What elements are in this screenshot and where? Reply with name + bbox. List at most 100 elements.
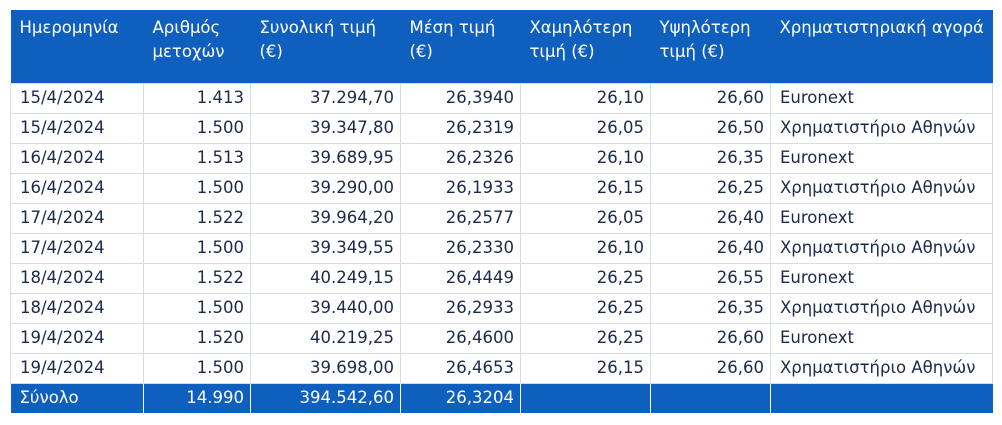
table-row: 18/4/2024 1.500 39.440,00 26,2933 26,25 26,35… <box>10 292 993 324</box>
cell-share-count: 1.522 <box>143 262 251 294</box>
table-row: 16/4/2024 1.513 39.689,95 26,2326 26,10 26,35… <box>10 142 993 174</box>
total-highest-price <box>650 383 771 413</box>
cell-highest-price: 26,55 <box>650 262 771 294</box>
header-lowest-price: Χαμηλότερη τιμή (€) <box>520 10 651 83</box>
cell-date: 15/4/2024 <box>10 112 144 144</box>
table-row: 17/4/2024 1.500 39.349,55 26,2330 26,10 26,40… <box>10 232 993 264</box>
cell-highest-price: 26,40 <box>650 202 771 234</box>
cell-highest-price: 26,25 <box>650 172 771 204</box>
cell-stock-market: Euronext <box>770 202 993 234</box>
cell-lowest-price: 26,10 <box>520 82 651 114</box>
cell-average-price: 26,1933 <box>400 172 521 204</box>
cell-date: 15/4/2024 <box>10 82 144 114</box>
cell-average-price: 26,2933 <box>400 292 521 324</box>
cell-stock-market: Euronext <box>770 82 993 114</box>
table-row: 15/4/2024 1.500 39.347,80 26,2319 26,05 26,50… <box>10 112 993 144</box>
cell-highest-price: 26,60 <box>650 322 771 354</box>
total-average-price: 26,3204 <box>400 383 521 413</box>
cell-total-price: 39.440,00 <box>250 292 401 324</box>
share-trades-table: Ημερομηνία Αριθμός μετοχών Συνολική τιμή… <box>10 10 993 413</box>
table-row: 19/4/2024 1.500 39.698,00 26,4653 26,15 26,60… <box>10 352 993 384</box>
cell-average-price: 26,4600 <box>400 322 521 354</box>
cell-average-price: 26,2577 <box>400 202 521 234</box>
header-highest-price: Υψηλότερη τιμή (€) <box>650 10 771 83</box>
cell-stock-market: Χρηματιστήριο Αθηνών <box>770 232 993 264</box>
cell-date: 16/4/2024 <box>10 142 144 174</box>
cell-lowest-price: 26,10 <box>520 232 651 264</box>
cell-average-price: 26,4449 <box>400 262 521 294</box>
cell-date: 18/4/2024 <box>10 262 144 294</box>
cell-average-price: 26,4653 <box>400 352 521 384</box>
cell-stock-market: Χρηματιστήριο Αθηνών <box>770 292 993 324</box>
header-row: Ημερομηνία Αριθμός μετοχών Συνολική τιμή… <box>10 10 993 83</box>
cell-lowest-price: 26,15 <box>520 172 651 204</box>
cell-stock-market: Euronext <box>770 322 993 354</box>
cell-total-price: 39.698,00 <box>250 352 401 384</box>
cell-highest-price: 26,35 <box>650 292 771 324</box>
cell-lowest-price: 26,25 <box>520 292 651 324</box>
cell-stock-market: Χρηματιστήριο Αθηνών <box>770 172 993 204</box>
cell-share-count: 1.413 <box>143 82 251 114</box>
cell-lowest-price: 26,25 <box>520 262 651 294</box>
cell-total-price: 39.290,00 <box>250 172 401 204</box>
cell-date: 19/4/2024 <box>10 352 144 384</box>
cell-total-price: 39.964,20 <box>250 202 401 234</box>
cell-lowest-price: 26,05 <box>520 202 651 234</box>
cell-stock-market: Euronext <box>770 142 993 174</box>
cell-lowest-price: 26,15 <box>520 352 651 384</box>
cell-share-count: 1.522 <box>143 202 251 234</box>
total-stock-market <box>770 383 993 413</box>
table-body: 15/4/2024 1.413 37.294,70 26,3940 26,10 26,60… <box>10 82 993 384</box>
cell-average-price: 26,2319 <box>400 112 521 144</box>
header-average-price: Μέση τιμή (€) <box>400 10 521 83</box>
total-row: Σύνολο 14.990 394.542,60 26,3204 <box>10 383 993 413</box>
cell-total-price: 40.249,15 <box>250 262 401 294</box>
cell-date: 16/4/2024 <box>10 172 144 204</box>
cell-highest-price: 26,60 <box>650 82 771 114</box>
table-header: Ημερομηνία Αριθμός μετοχών Συνολική τιμή… <box>10 10 993 83</box>
cell-highest-price: 26,40 <box>650 232 771 264</box>
cell-average-price: 26,2326 <box>400 142 521 174</box>
total-lowest-price <box>520 383 651 413</box>
cell-highest-price: 26,50 <box>650 112 771 144</box>
cell-date: 17/4/2024 <box>10 202 144 234</box>
cell-stock-market: Χρηματιστήριο Αθηνών <box>770 112 993 144</box>
table-row: 17/4/2024 1.522 39.964,20 26,2577 26,05 26,40… <box>10 202 993 234</box>
cell-share-count: 1.500 <box>143 112 251 144</box>
cell-total-price: 39.347,80 <box>250 112 401 144</box>
cell-total-price: 39.689,95 <box>250 142 401 174</box>
total-label: Σύνολο <box>10 383 144 413</box>
table-row: 16/4/2024 1.500 39.290,00 26,1933 26,15 26,25… <box>10 172 993 204</box>
cell-date: 19/4/2024 <box>10 322 144 354</box>
cell-share-count: 1.500 <box>143 232 251 264</box>
total-share-count: 14.990 <box>143 383 251 413</box>
cell-total-price: 40.219,25 <box>250 322 401 354</box>
cell-date: 18/4/2024 <box>10 292 144 324</box>
cell-share-count: 1.500 <box>143 352 251 384</box>
cell-highest-price: 26,60 <box>650 352 771 384</box>
cell-share-count: 1.520 <box>143 322 251 354</box>
header-share-count: Αριθμός μετοχών <box>143 10 251 83</box>
cell-highest-price: 26,35 <box>650 142 771 174</box>
cell-total-price: 37.294,70 <box>250 82 401 114</box>
cell-date: 17/4/2024 <box>10 232 144 264</box>
cell-lowest-price: 26,25 <box>520 322 651 354</box>
cell-average-price: 26,3940 <box>400 82 521 114</box>
header-total-price: Συνολική τιμή (€) <box>250 10 401 83</box>
cell-stock-market: Euronext <box>770 262 993 294</box>
table-row: 19/4/2024 1.520 40.219,25 26,4600 26,25 26,60… <box>10 322 993 354</box>
cell-average-price: 26,2330 <box>400 232 521 264</box>
cell-lowest-price: 26,10 <box>520 142 651 174</box>
table-row: 18/4/2024 1.522 40.249,15 26,4449 26,25 26,55… <box>10 262 993 294</box>
table-footer: Σύνολο 14.990 394.542,60 26,3204 <box>10 383 993 413</box>
table-row: 15/4/2024 1.413 37.294,70 26,3940 26,10 26,60… <box>10 82 993 114</box>
total-price-sum: 394.542,60 <box>250 383 401 413</box>
header-stock-market: Χρηματιστηριακή αγορά <box>770 10 993 83</box>
cell-total-price: 39.349,55 <box>250 232 401 264</box>
cell-stock-market: Χρηματιστήριο Αθηνών <box>770 352 993 384</box>
cell-share-count: 1.513 <box>143 142 251 174</box>
cell-share-count: 1.500 <box>143 292 251 324</box>
cell-lowest-price: 26,05 <box>520 112 651 144</box>
cell-share-count: 1.500 <box>143 172 251 204</box>
header-date: Ημερομηνία <box>10 10 144 83</box>
